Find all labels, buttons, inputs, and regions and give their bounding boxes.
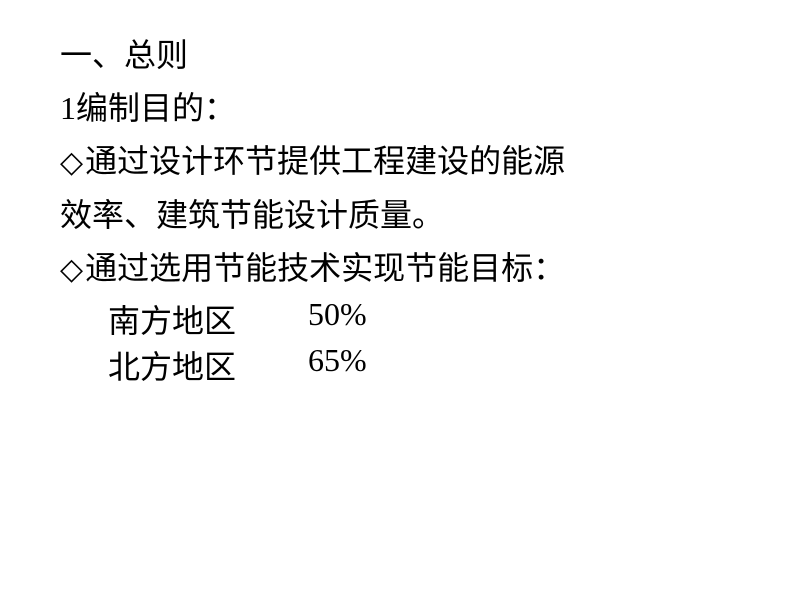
point-1-line-1: ◇通过设计环节提供工程建设的能源 (60, 136, 740, 187)
point-1-text-1: 通过设计环节提供工程建设的能源 (85, 143, 565, 179)
section-heading: 一、总则 (60, 30, 740, 81)
region-label-2: 北方地区 (108, 342, 308, 388)
diamond-bullet-icon: ◇ (60, 253, 83, 286)
percentage-value-2: 65% (308, 342, 408, 388)
region-label-1: 南方地区 (108, 296, 308, 342)
percentage-value-1: 50% (308, 296, 408, 342)
point-2: ◇通过选用节能技术实现节能目标： (60, 243, 740, 294)
point-1-line-2: 效率、建筑节能设计质量。 (60, 190, 740, 241)
target-row-1: 南方地区 50% (60, 296, 740, 342)
document-content: 一、总则 1编制目的： ◇通过设计环节提供工程建设的能源 效率、建筑节能设计质量… (60, 30, 740, 388)
subsection-heading: 1编制目的： (60, 83, 740, 134)
point-2-text: 通过选用节能技术实现节能目标： (85, 250, 565, 286)
target-row-2: 北方地区 65% (60, 342, 740, 388)
diamond-bullet-icon: ◇ (60, 146, 83, 179)
